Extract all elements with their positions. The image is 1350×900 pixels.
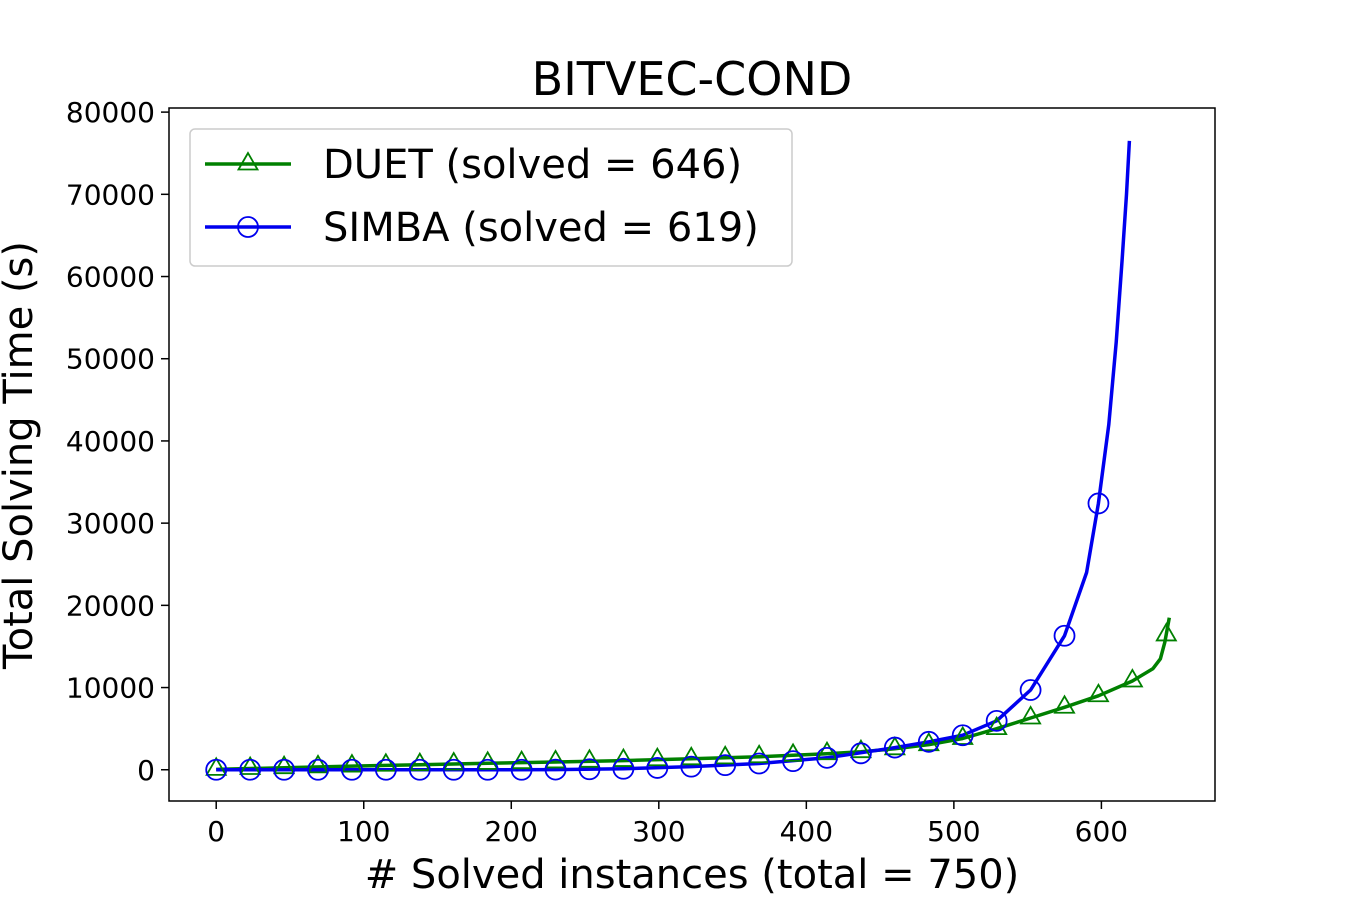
legend: DUET (solved = 646) SIMBA (solved = 619): [189, 128, 793, 267]
series-2-marker: [951, 724, 974, 747]
series-2-marker: [680, 755, 703, 778]
y-tick-label: 0: [137, 754, 155, 787]
x-axis: 0 100 200 300 400 500 600: [207, 801, 1128, 848]
x-tick-label: 100: [337, 815, 390, 848]
x-tick-label: 400: [780, 815, 833, 848]
series-1-marker: [544, 749, 567, 769]
series-2-marker: [544, 758, 567, 781]
series-1-marker: [1087, 682, 1110, 703]
series-1-marker: [680, 746, 703, 766]
series-1-marker: [340, 753, 364, 773]
legend-marker-1: [236, 151, 260, 171]
series-2-marker: [578, 758, 601, 781]
y-axis-label: Total Solving Time (s): [0, 241, 42, 670]
series-1-marker: [985, 715, 1008, 736]
series-1-marker: [272, 754, 296, 775]
y-tick-label: 40000: [66, 425, 155, 458]
series-2-marker: [205, 758, 228, 781]
x-tick-label: 200: [485, 815, 538, 848]
series-2-marker: [341, 758, 363, 781]
series-1-marker: [714, 745, 737, 765]
y-tick-label: 20000: [66, 589, 155, 622]
legend-label-1: DUET (solved = 646): [323, 142, 742, 188]
axes-frame: [168, 107, 1216, 802]
x-tick-label: 300: [632, 815, 685, 848]
series-1-marker: [1019, 705, 1042, 725]
series-2-marker: [442, 758, 465, 781]
legend-label-2: SIMBA (solved = 619): [323, 205, 759, 251]
x-tick-label: 600: [1075, 815, 1128, 848]
series-line-2: [216, 140, 1132, 772]
series-1-marker: [849, 738, 873, 759]
series-1-marker: [306, 754, 330, 774]
plot-area: [205, 140, 1178, 781]
y-tick-label: 80000: [66, 96, 155, 129]
series-1-marker: [510, 749, 533, 770]
series-2-marker: [239, 758, 262, 781]
series-2-marker: [1019, 679, 1042, 701]
series-2-marker: [374, 758, 397, 781]
series-2-marker: [476, 758, 499, 781]
series-1-marker: [1121, 668, 1144, 688]
series-2-marker: [1087, 492, 1110, 515]
y-tick-label: 50000: [66, 343, 155, 376]
series-1-marker: [1053, 694, 1076, 714]
series-2-marker: [816, 746, 838, 769]
series-2-marker: [714, 754, 737, 777]
series-2-marker: [917, 730, 940, 753]
y-tick-label: 60000: [66, 261, 155, 294]
series-1-marker: [1155, 622, 1178, 642]
series-2-marker: [850, 742, 872, 765]
series-1-marker: [951, 725, 974, 745]
series-1-marker: [205, 756, 228, 776]
series-2-marker: [748, 752, 771, 775]
series-2-marker: [273, 758, 295, 781]
y-axis: 0 10000 20000 30000 40000 50000 60000 70000 8000…: [66, 96, 169, 787]
series-1-marker: [883, 735, 906, 756]
legend-box: [189, 128, 793, 267]
series-2-marker: [307, 758, 329, 781]
series-2-marker: [510, 758, 533, 781]
chart-title: BITVEC-COND: [532, 52, 853, 106]
y-tick-label: 70000: [66, 178, 155, 211]
y-tick-label: 10000: [66, 672, 155, 705]
legend-marker-2: [237, 216, 259, 238]
series-2-marker: [646, 757, 669, 779]
series-2-marker: [408, 758, 431, 781]
series-2-marker: [1053, 624, 1076, 647]
series-2-marker: [612, 757, 635, 780]
series-1-marker: [239, 755, 262, 775]
series-1-marker: [815, 740, 839, 761]
series-2-marker: [985, 709, 1008, 732]
series-1-marker: [917, 731, 940, 752]
series-1-marker: [578, 748, 601, 768]
series-1-marker: [374, 752, 397, 772]
x-tick-label: 500: [927, 815, 980, 848]
series-1-marker: [612, 747, 635, 767]
x-tick-label: 0: [207, 815, 225, 848]
series-1-marker: [646, 746, 669, 767]
series-2-marker: [782, 750, 804, 773]
x-axis-label: # Solved instances (total = 750): [365, 852, 1020, 898]
series-2-marker: [883, 736, 906, 759]
y-tick-label: 30000: [66, 507, 155, 540]
